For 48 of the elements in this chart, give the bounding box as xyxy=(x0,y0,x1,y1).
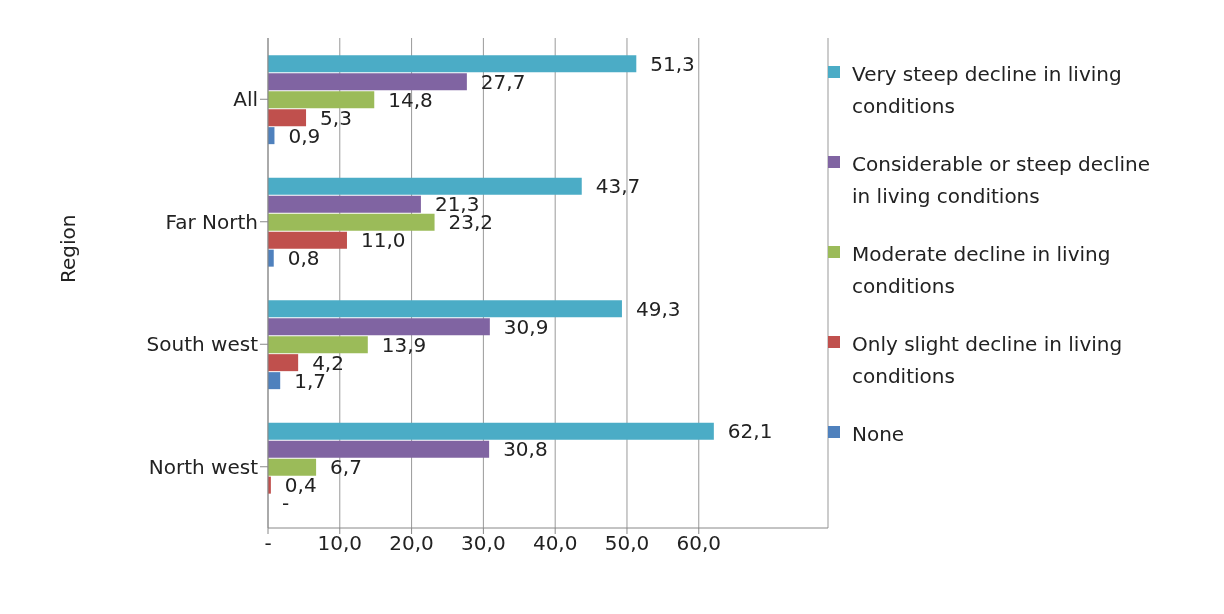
y-axis-title: Region xyxy=(56,214,81,283)
bar xyxy=(268,458,317,476)
data-label: 43,7 xyxy=(595,174,641,199)
bar xyxy=(268,336,368,354)
data-label: 30,9 xyxy=(503,314,549,339)
x-tick-label: 50,0 xyxy=(604,531,650,556)
data-label: 27,7 xyxy=(480,69,526,94)
bar xyxy=(268,440,490,458)
bar xyxy=(268,318,490,336)
legend-label: Moderate decline in living conditions xyxy=(852,241,1112,300)
y-tick-label: All xyxy=(233,87,258,112)
bar xyxy=(268,354,299,372)
y-tick-label: North west xyxy=(148,454,259,479)
x-tick-label: 30,0 xyxy=(461,531,506,556)
legend-label: None xyxy=(852,421,905,448)
data-label: 11,0 xyxy=(360,228,406,253)
bar xyxy=(268,195,421,213)
data-label: 30,8 xyxy=(503,437,548,462)
y-tick-label: Far North xyxy=(165,209,258,234)
bar xyxy=(268,213,435,231)
data-label: 49,3 xyxy=(635,296,681,321)
data-label: 51,3 xyxy=(650,51,695,76)
x-tick-label: 40,0 xyxy=(532,531,578,556)
legend-label: Considerable or steep decline in living conditions xyxy=(852,151,1152,210)
bar xyxy=(268,55,637,73)
bar xyxy=(268,177,582,195)
x-tick-label: - xyxy=(264,531,272,556)
bar xyxy=(268,231,347,249)
data-label: 0,8 xyxy=(287,246,320,271)
data-label: 62,1 xyxy=(727,419,773,444)
legend-label: Only slight decline in living conditions xyxy=(852,331,1124,390)
bar xyxy=(268,91,375,109)
data-label: 6,7 xyxy=(330,455,362,480)
data-label: 5,3 xyxy=(320,105,352,130)
bar xyxy=(268,73,467,91)
bar xyxy=(268,372,281,390)
x-tick-label: 20,0 xyxy=(389,531,434,556)
x-tick-label: 60,0 xyxy=(676,531,722,556)
y-tick-label: South west xyxy=(146,332,259,357)
data-label: 0,9 xyxy=(288,123,321,148)
legend-label: Very steep decline in living conditions xyxy=(852,61,1123,120)
data-label: 13,9 xyxy=(381,332,427,357)
data-label: 14,8 xyxy=(388,87,433,112)
x-tick-label: 10,0 xyxy=(317,531,363,556)
bar xyxy=(268,300,622,318)
bar xyxy=(268,109,307,127)
data-label: 4,2 xyxy=(312,350,344,375)
bar xyxy=(268,422,714,440)
